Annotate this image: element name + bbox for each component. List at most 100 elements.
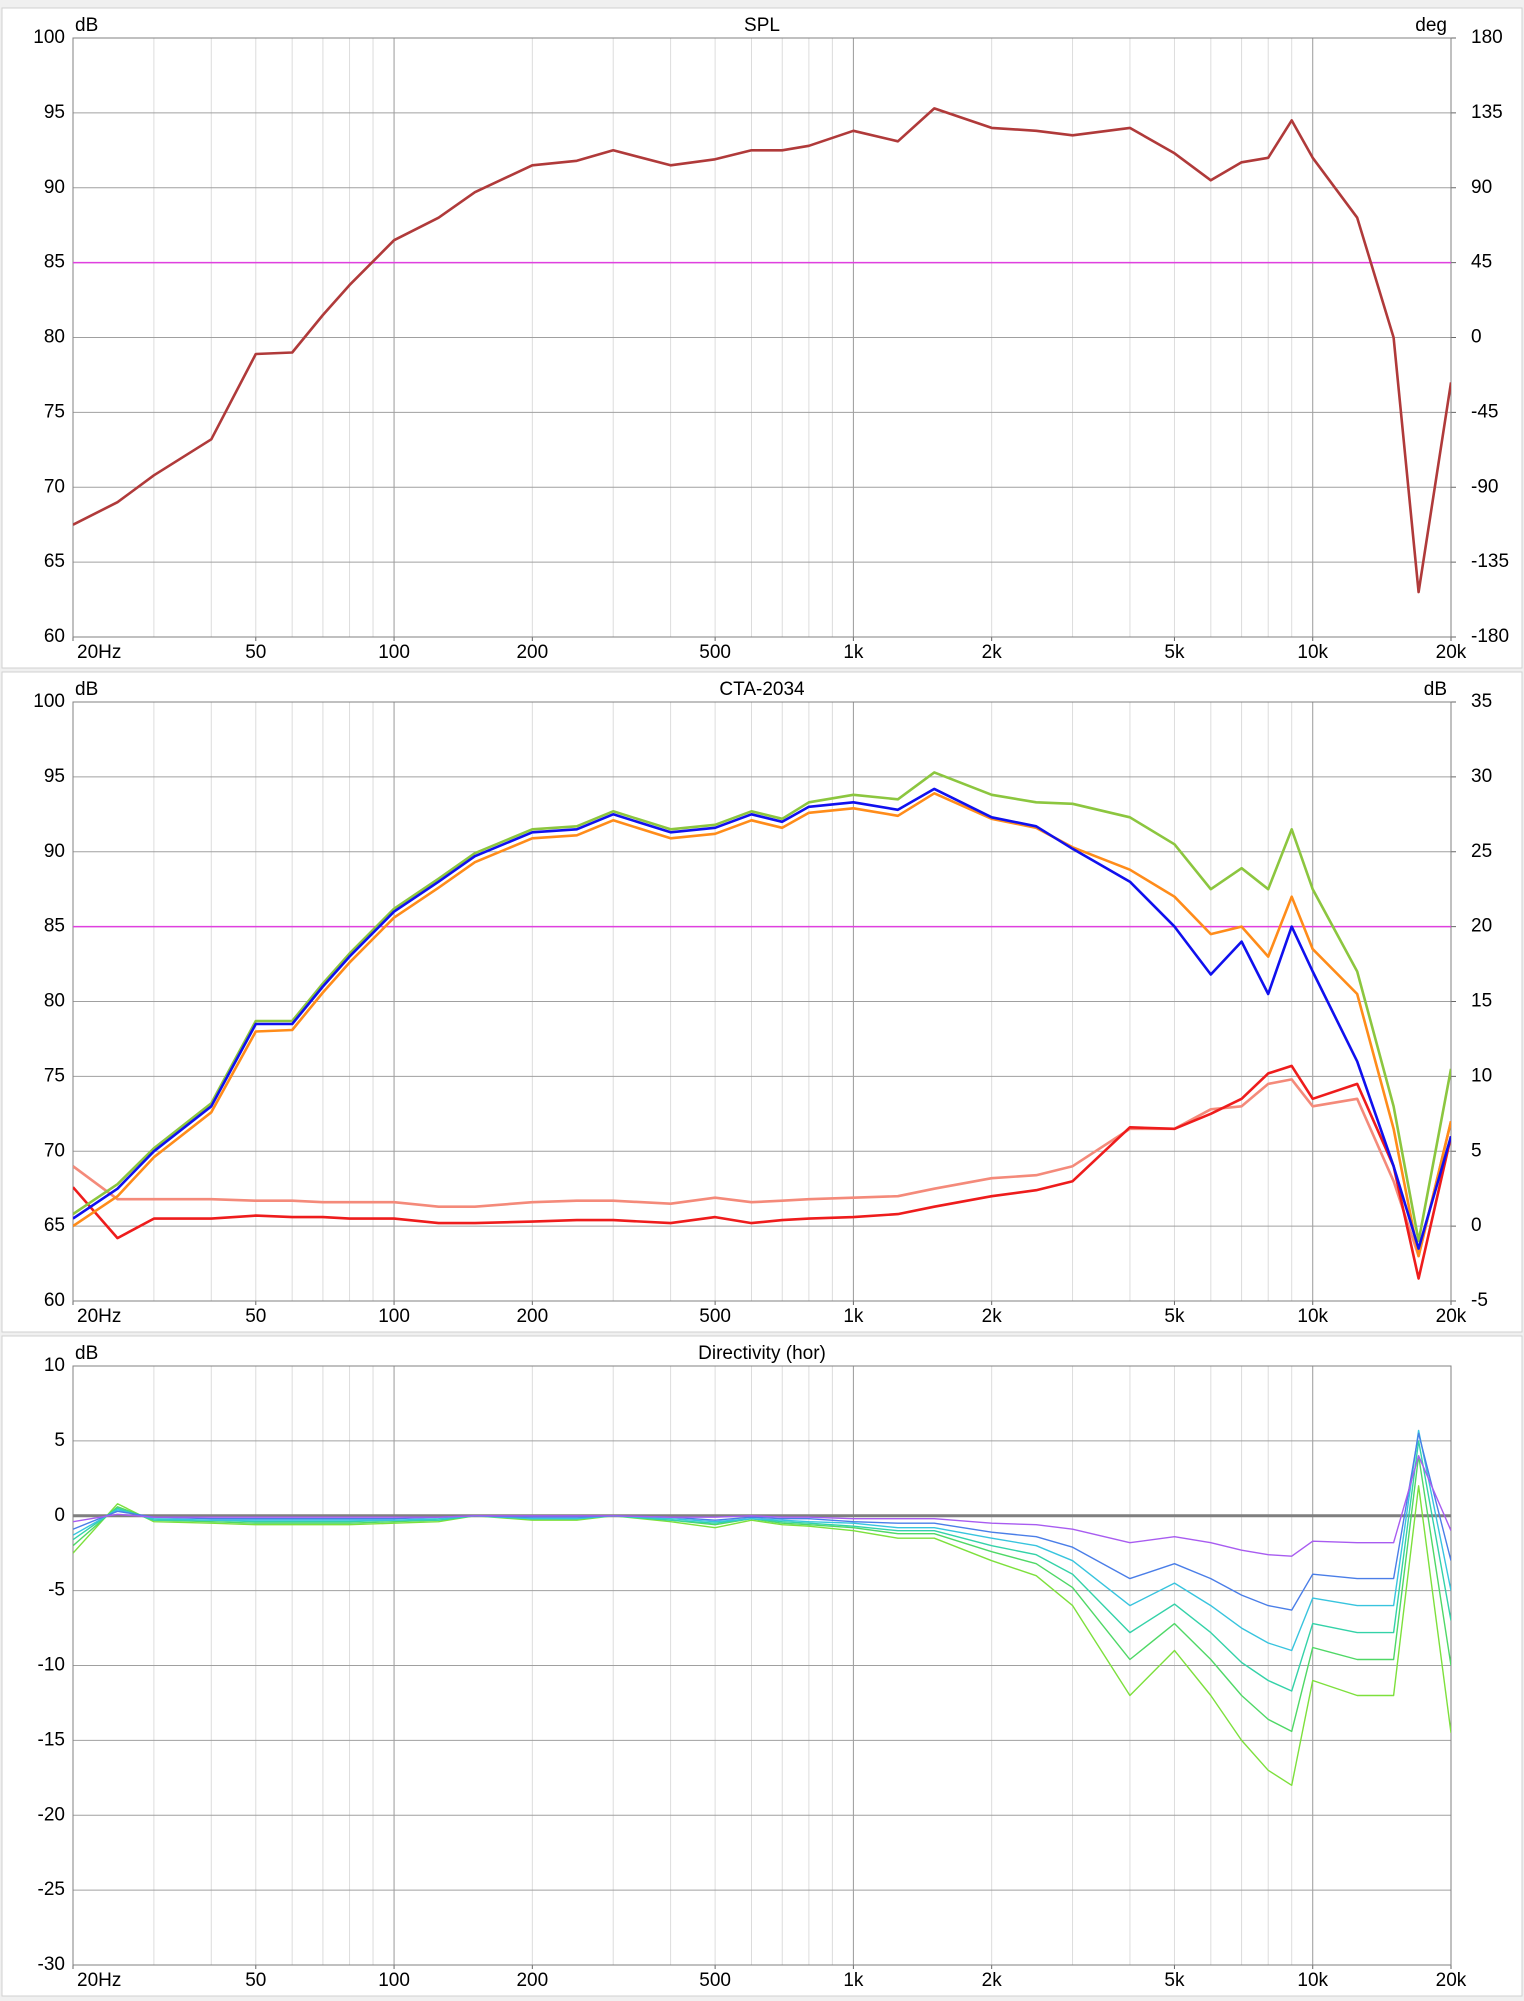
x-tick-label: 20k [1436, 642, 1467, 663]
y-tick-label: -5 [48, 1580, 65, 1601]
y-axis-label: dB [75, 15, 98, 36]
x-tick-label: 200 [516, 1306, 548, 1327]
x-tick-label: 20Hz [77, 1970, 121, 1991]
y-tick-label: 65 [44, 551, 65, 572]
x-tick-label: 50 [245, 1970, 266, 1991]
y2-tick-label: -180 [1471, 626, 1509, 647]
chart-title: CTA-2034 [719, 679, 805, 700]
x-tick-label: 5k [1164, 1970, 1185, 1991]
plot-frame [72, 37, 1452, 638]
y2-tick-label: 35 [1471, 691, 1492, 712]
x-tick-label: 50 [245, 642, 266, 663]
y2-axis-label: dB [1424, 679, 1447, 700]
y-tick-label: 60 [44, 1290, 65, 1311]
y2-tick-label: 20 [1471, 916, 1492, 937]
x-tick-label: 500 [699, 1306, 731, 1327]
y2-tick-label: 30 [1471, 766, 1492, 787]
y2-tick-label: 45 [1471, 252, 1492, 273]
y-tick-label: 70 [44, 1140, 65, 1161]
x-tick-label: 20Hz [77, 1306, 121, 1327]
x-tick-label: 10k [1297, 1306, 1328, 1327]
x-tick-label: 1k [843, 1970, 864, 1991]
y2-tick-label: -135 [1471, 551, 1509, 572]
x-tick-label: 200 [516, 1970, 548, 1991]
y2-tick-label: 15 [1471, 991, 1492, 1012]
y-tick-label: 80 [44, 327, 65, 348]
chart-title: Directivity (hor) [698, 1343, 826, 1364]
x-tick-label: 1k [843, 1306, 864, 1327]
x-tick-label: 2k [982, 1970, 1003, 1991]
y-tick-label: 80 [44, 991, 65, 1012]
series-line [73, 792, 1451, 1258]
y-tick-label: 75 [44, 401, 65, 422]
x-tick-label: 20Hz [77, 642, 121, 663]
y-tick-label: 5 [54, 1430, 65, 1451]
x-tick-label: 100 [378, 1306, 410, 1327]
y-tick-label: 85 [44, 252, 65, 273]
series-line [73, 1078, 1451, 1258]
y-tick-label: -10 [38, 1655, 65, 1676]
x-tick-label: 500 [699, 1970, 731, 1991]
y2-tick-label: 135 [1471, 102, 1503, 123]
y-tick-label: 90 [44, 177, 65, 198]
y2-tick-label: 90 [1471, 177, 1492, 198]
y-tick-label: 95 [44, 102, 65, 123]
x-tick-label: 10k [1297, 1970, 1328, 1991]
panel: 60 65 70 75 80 85 90 95 100 -180 -135 -90 -45 0 45 90 13… [1, 7, 1523, 669]
x-tick-label: 100 [378, 642, 410, 663]
y2-tick-label: 25 [1471, 841, 1492, 862]
y2-tick-label: -45 [1471, 401, 1498, 422]
x-tick-label: 2k [982, 1306, 1003, 1327]
y-tick-label: 60 [44, 626, 65, 647]
series-line [73, 771, 1451, 1243]
series-line [73, 787, 1451, 1250]
y-tick-label: 90 [44, 841, 65, 862]
y2-tick-label: -5 [1471, 1290, 1488, 1311]
y-tick-label: -25 [38, 1879, 65, 1900]
x-tick-label: 2k [982, 642, 1003, 663]
panel: 60 65 70 75 80 85 90 95 100 -5 0 5 10 15 20 25 30 35 20Hz 5… [1, 671, 1523, 1333]
x-tick-label: 100 [378, 1970, 410, 1991]
x-tick-label: 20k [1436, 1970, 1467, 1991]
series-line [73, 1064, 1451, 1280]
series-line [73, 1485, 1451, 1786]
y2-tick-label: 180 [1471, 27, 1503, 48]
plot-frame [72, 701, 1452, 1302]
y-tick-label: -20 [38, 1804, 65, 1825]
y-tick-label: 75 [44, 1065, 65, 1086]
y2-tick-label: 0 [1471, 327, 1482, 348]
series-line [73, 107, 1451, 594]
series-line [73, 1455, 1451, 1733]
y-axis-label: dB [75, 679, 98, 700]
y-axis-label: dB [75, 1343, 98, 1364]
y2-tick-label: 5 [1471, 1140, 1482, 1161]
y-tick-label: 0 [54, 1505, 65, 1526]
y-tick-label: 100 [33, 27, 65, 48]
series-line [73, 1429, 1451, 1652]
series-line [73, 1455, 1451, 1557]
x-tick-label: 1k [843, 642, 864, 663]
y-tick-label: 10 [44, 1355, 65, 1376]
series-line [73, 1440, 1451, 1692]
y-tick-label: 85 [44, 916, 65, 937]
y2-tick-label: -90 [1471, 476, 1498, 497]
series-line [73, 1432, 1451, 1611]
y2-tick-label: 0 [1471, 1215, 1482, 1236]
panel: -30 -25 -20 -15 -10 -5 0 5 10 20Hz 50 100 200 500 1k 2k… [1, 1335, 1523, 1997]
y-tick-label: -30 [38, 1954, 65, 1975]
x-tick-label: 20k [1436, 1306, 1467, 1327]
x-tick-label: 500 [699, 642, 731, 663]
x-tick-label: 10k [1297, 642, 1328, 663]
x-tick-label: 50 [245, 1306, 266, 1327]
x-tick-label: 5k [1164, 642, 1185, 663]
chart-title: SPL [744, 15, 780, 36]
y2-tick-label: 10 [1471, 1065, 1492, 1086]
y-tick-label: 95 [44, 766, 65, 787]
x-tick-label: 5k [1164, 1306, 1185, 1327]
y-tick-label: 100 [33, 691, 65, 712]
y-tick-label: 65 [44, 1215, 65, 1236]
x-tick-label: 200 [516, 642, 548, 663]
y-tick-label: 70 [44, 476, 65, 497]
y2-axis-label: deg [1415, 15, 1447, 36]
